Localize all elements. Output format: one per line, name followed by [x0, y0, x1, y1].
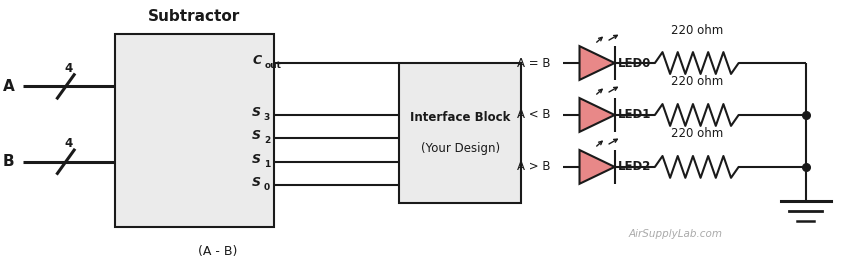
Text: S: S	[252, 106, 261, 119]
Text: LED2: LED2	[618, 160, 652, 173]
Text: 220 ohm: 220 ohm	[671, 127, 722, 140]
Text: 220 ohm: 220 ohm	[671, 24, 722, 36]
Text: AirSupplyLab.com: AirSupplyLab.com	[629, 230, 722, 239]
Text: B: B	[3, 154, 14, 169]
Text: 2: 2	[264, 137, 270, 145]
Polygon shape	[580, 150, 614, 184]
Text: 4: 4	[64, 62, 73, 75]
Text: Subtractor: Subtractor	[149, 9, 241, 24]
Text: out: out	[265, 61, 282, 70]
Text: A = B: A = B	[517, 57, 550, 69]
Text: A: A	[3, 79, 14, 94]
Text: (A - B): (A - B)	[198, 245, 238, 258]
Text: 1: 1	[264, 160, 270, 169]
Text: 220 ohm: 220 ohm	[671, 75, 722, 89]
Text: S: S	[252, 176, 261, 189]
Text: LED0: LED0	[618, 57, 652, 69]
Text: C: C	[252, 54, 262, 67]
Text: 3: 3	[264, 113, 270, 122]
FancyBboxPatch shape	[115, 35, 273, 227]
Polygon shape	[580, 98, 614, 132]
Text: LED1: LED1	[618, 108, 652, 122]
Text: S: S	[252, 129, 261, 142]
Text: A > B: A > B	[517, 160, 550, 173]
Text: S: S	[252, 153, 261, 166]
Text: A < B: A < B	[517, 108, 550, 122]
Text: 0: 0	[264, 183, 270, 192]
Text: 4: 4	[64, 137, 73, 150]
Polygon shape	[580, 46, 614, 80]
Text: (Your Design): (Your Design)	[420, 142, 500, 155]
FancyBboxPatch shape	[399, 63, 521, 203]
Text: Interface Block: Interface Block	[410, 111, 511, 124]
